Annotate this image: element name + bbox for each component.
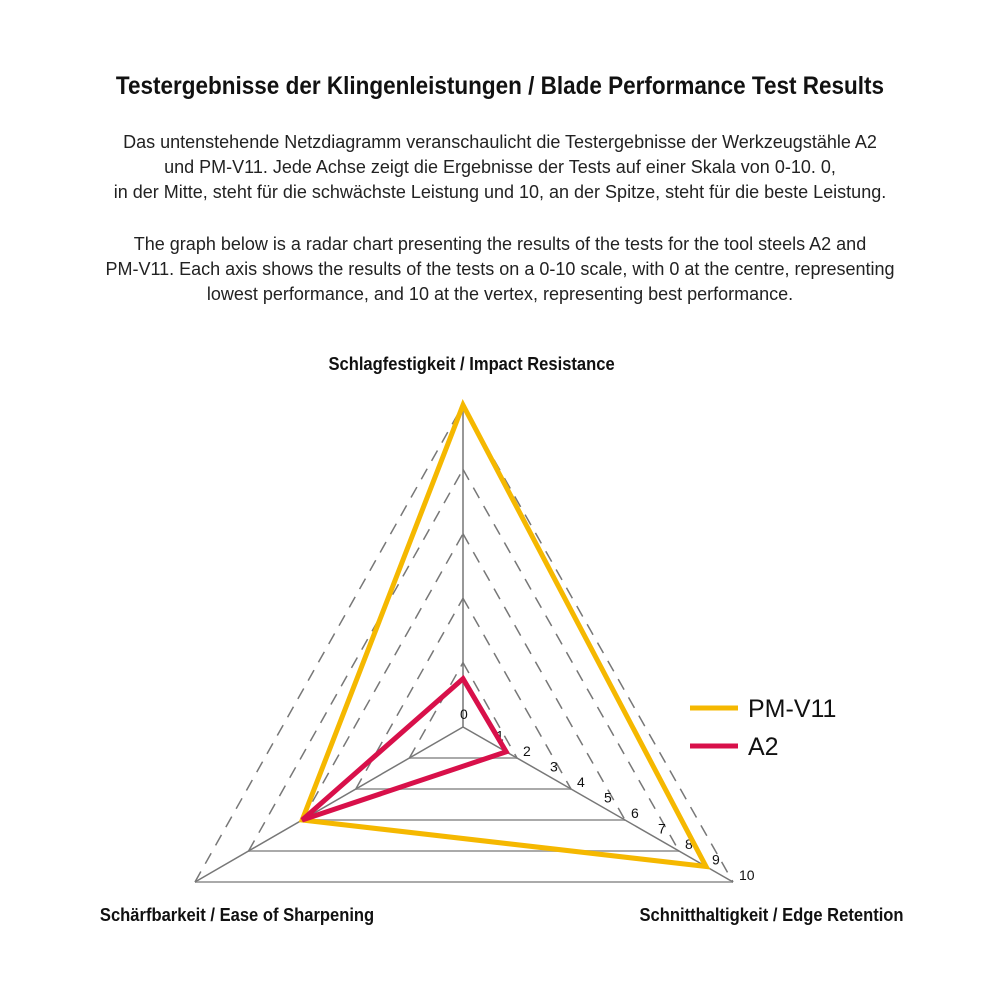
description-german: Das untenstehende Netzdiagramm veranscha… xyxy=(0,130,1000,205)
series-a2-polygon xyxy=(300,674,510,823)
grid-line-left xyxy=(301,533,464,821)
grid-line-right xyxy=(462,404,734,883)
tick-label: 8 xyxy=(685,836,693,852)
axis-label-edge: Schnitthaltigkeit / Edge Retention xyxy=(639,905,904,925)
grid-line-left xyxy=(247,469,464,852)
tick-label: 0 xyxy=(460,706,468,722)
text-line: Das untenstehende Netzdiagramm veranscha… xyxy=(123,132,877,152)
axis-label-impact: Schlagfestigkeit / Impact Resistance xyxy=(328,354,615,374)
tick-label: 7 xyxy=(658,821,666,837)
tick-label: 4 xyxy=(577,774,585,790)
tick-label: 3 xyxy=(550,759,558,775)
grid-line-right xyxy=(462,597,572,790)
grid-line-left xyxy=(408,662,464,759)
legend-label: A2 xyxy=(748,733,779,761)
tick-label: 6 xyxy=(631,805,639,821)
tick-label: 1 xyxy=(496,728,504,744)
grid-line-left xyxy=(194,404,464,883)
text-line: lowest performance, and 10 at the vertex… xyxy=(206,284,794,304)
grid-line-right xyxy=(462,662,518,759)
tick-label: 10 xyxy=(739,867,755,883)
text-line: PM-V11. Each axis shows the results of t… xyxy=(105,259,895,279)
grid-line-right xyxy=(462,533,626,821)
tick-label: 2 xyxy=(523,743,531,759)
grid-line-right xyxy=(462,469,680,852)
text-line: und PM-V11. Jede Achse zeigt die Ergebni… xyxy=(164,157,836,177)
text-line: The graph below is a radar chart present… xyxy=(133,234,867,254)
tick-label: 5 xyxy=(604,790,612,806)
tick-label: 9 xyxy=(712,852,720,868)
text-line: in der Mitte, steht für die schwächste L… xyxy=(113,182,887,202)
series-pm-v11-polygon xyxy=(298,398,711,870)
axis-line xyxy=(194,726,464,883)
axis-label-sharpening: Schärfbarkeit / Ease of Sharpening xyxy=(99,905,375,925)
page-title: Testergebnisse der Klingenleistungen / B… xyxy=(115,72,885,100)
legend-label: PM-V11 xyxy=(748,695,836,723)
grid-line-left xyxy=(355,597,464,790)
description-english: The graph below is a radar chart present… xyxy=(0,232,1000,307)
